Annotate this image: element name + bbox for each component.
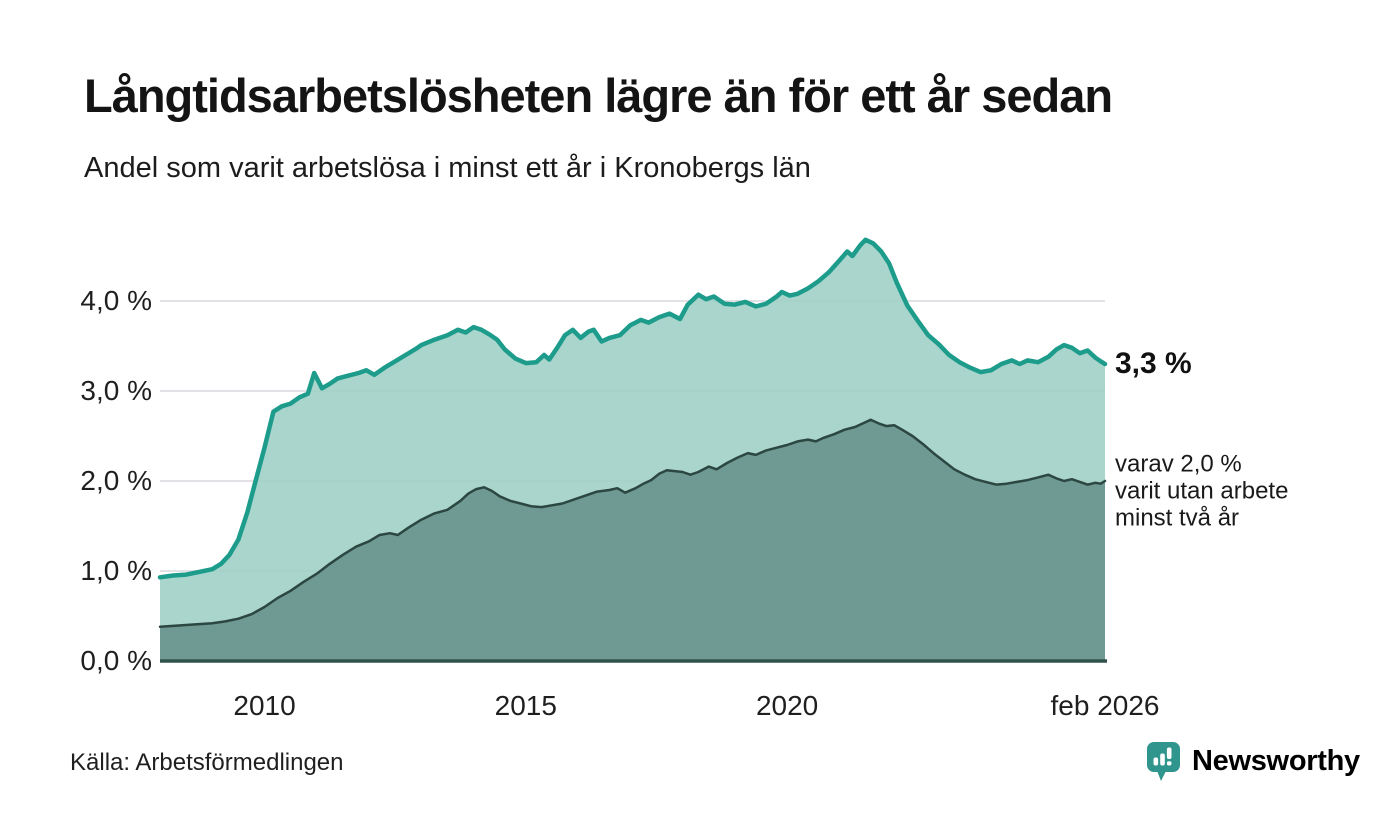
y-tick-label: 3,0 % <box>80 375 152 406</box>
x-tick-label: feb 2026 <box>1050 690 1160 721</box>
newsworthy-wordmark: Newsworthy <box>1192 745 1360 777</box>
newsworthy-logo: Newsworthy <box>1146 741 1360 782</box>
y-tick-label: 2,0 % <box>80 465 152 496</box>
page-title: Långtidsarbetslösheten lägre än för ett … <box>84 69 1113 122</box>
trend-line-series-2 <box>158 418 1107 629</box>
annotation-line: minst två år <box>1115 504 1240 532</box>
chart-subtitle: Andel som varit arbetslösa i minst ett å… <box>84 152 811 184</box>
annotation-line: varit utan arbete <box>1115 477 1289 505</box>
latest-value-label: 3,3 % <box>1115 347 1192 380</box>
annotation-line: varav 2,0 % <box>1115 450 1242 478</box>
x-tick-label: 2010 <box>233 690 296 721</box>
y-tick-label: 4,0 % <box>80 285 152 316</box>
x-tick-label: 2015 <box>494 690 557 721</box>
x-tick-label: 2020 <box>755 690 819 721</box>
y-tick-label: 1,0 % <box>80 555 152 586</box>
area-fill-series-2 <box>160 419 1105 661</box>
secondary-value-note: varav 2,0 % varit utan arbete minst två år <box>1115 451 1288 532</box>
newsworthy-bubble-chart-icon <box>1146 741 1181 782</box>
source-note: Källa: Arbetsförmedlingen <box>70 749 344 776</box>
trend-line-series-1 <box>157 237 1108 580</box>
y-tick-label: 0,0 % <box>80 645 152 676</box>
